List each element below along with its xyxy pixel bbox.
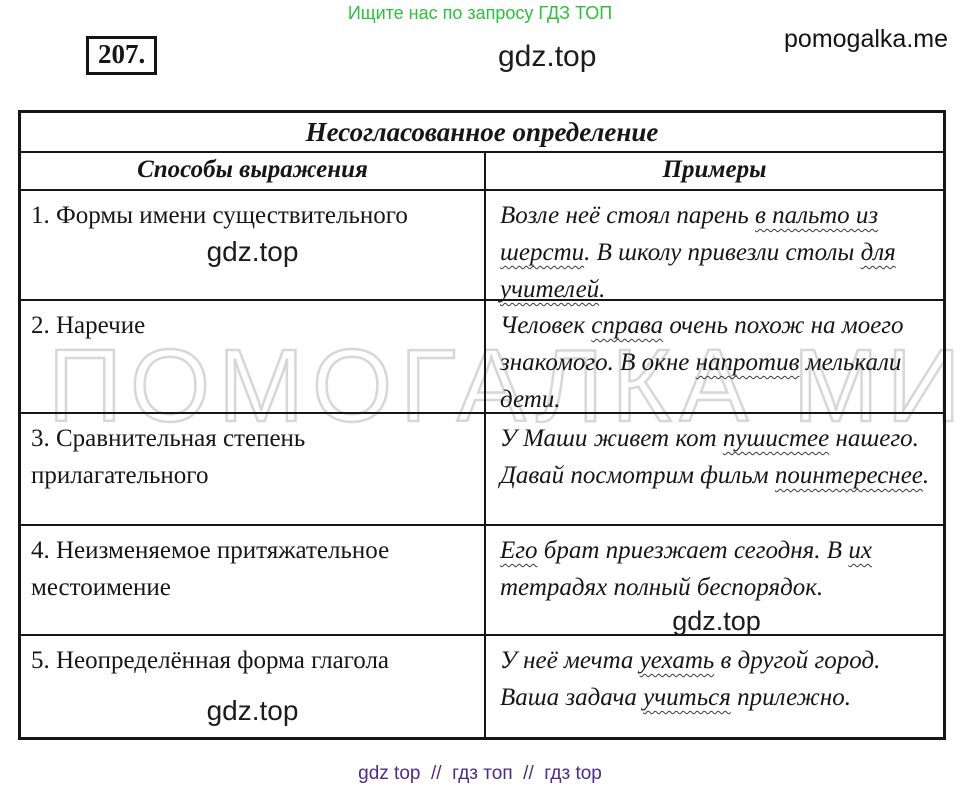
- table-row: 5. Неопределённая форма глагола gdz.top У …: [21, 636, 943, 738]
- footer-tags: gdz top // гдз топ // гдз top: [358, 763, 602, 784]
- table-row: 1. Формы имени существительного gdz.top Во…: [21, 191, 943, 303]
- gdz-cell-watermark: gdz.top: [672, 606, 761, 636]
- table-row: 4. Неизменяемое притяжательное местоимен…: [21, 526, 943, 636]
- underlined-definition: учиться: [643, 684, 731, 711]
- table-row: 3. Сравнительная степень прилагательного…: [21, 414, 943, 526]
- method-cell: 4. Неизменяемое притяжательное местоимен…: [21, 526, 484, 634]
- table-title: Несогласованное определение: [21, 113, 943, 153]
- method-cell: 1. Формы имени существительного gdz.top: [21, 191, 484, 299]
- pomogalka-brand-label: pomogalka.me: [784, 25, 948, 53]
- method-label: 1. Формы имени существительного: [31, 202, 408, 229]
- underlined-definition: уехать: [639, 647, 715, 674]
- underlined-definition: поинтереснее: [774, 462, 923, 489]
- example-sentences: Человек справа очень похож на моего знак…: [500, 312, 904, 413]
- promo-banner-text: Ищите нас по запросу ГДЗ ТОП: [347, 3, 613, 23]
- underlined-definition: Его: [500, 537, 538, 564]
- outline-watermark: ПОМОГАЛКА МИ: [47, 328, 960, 443]
- column-header-examples: Примеры: [484, 153, 943, 189]
- example-sentences: У неё мечта уехать в другой город. Ваша …: [500, 647, 881, 711]
- method-cell: 5. Неопределённая форма глагола gdz.top: [21, 636, 484, 738]
- underlined-definition: для учителей: [500, 239, 896, 303]
- column-header-methods: Способы выражения: [137, 156, 368, 183]
- table-rows: 1. Формы имени существительного gdz.top Во…: [21, 191, 943, 738]
- method-label: 3. Сравнительная степень прилагательного: [31, 425, 306, 489]
- method-cell: 2. Наречие: [21, 301, 484, 412]
- table-header-row: Способы выражения Примеры: [21, 153, 943, 191]
- example-sentences: У Маши живет кот пушистее нашего. Давай …: [500, 425, 930, 489]
- table-row: 2. Наречие Человек справа очень похож на …: [21, 301, 943, 414]
- gdz-top-watermark: gdz.top: [498, 40, 597, 73]
- gdz-cell-watermark: gdz.top: [206, 695, 299, 726]
- task-number-badge: 207.: [86, 36, 158, 75]
- example-cell: У Маши живет кот пушистее нашего. Давай …: [484, 414, 943, 524]
- method-label: 5. Неопределённая форма глагола: [31, 647, 390, 674]
- underlined-definition: их: [848, 537, 872, 564]
- example-sentences: Его брат приезжает сегодня. В их тетрадя…: [500, 537, 872, 601]
- underlined-definition: напротив: [695, 349, 800, 376]
- underlined-definition: пушистее: [722, 425, 830, 452]
- definition-table: Несогласованное определение Способы выра…: [18, 110, 946, 740]
- underlined-definition: справа: [591, 312, 664, 339]
- example-cell: Возле неё стоял парень в пальто из шерст…: [484, 191, 943, 303]
- method-label: 2. Наречие: [31, 312, 146, 339]
- example-cell: Человек справа очень похож на моего знак…: [484, 301, 943, 413]
- method-label: 4. Неизменяемое притяжательное местоимен…: [31, 537, 390, 601]
- example-cell: У неё мечта уехать в другой город. Ваша …: [484, 636, 943, 738]
- example-cell: Его брат приезжает сегодня. В их тетрадя…: [484, 526, 943, 636]
- gdz-cell-watermark: gdz.top: [206, 236, 299, 267]
- underlined-definition: в пальто из шерсти: [500, 202, 879, 266]
- method-cell: 3. Сравнительная степень прилагательного: [21, 414, 484, 524]
- example-sentences: Возле неё стоял парень в пальто из шерст…: [500, 202, 896, 303]
